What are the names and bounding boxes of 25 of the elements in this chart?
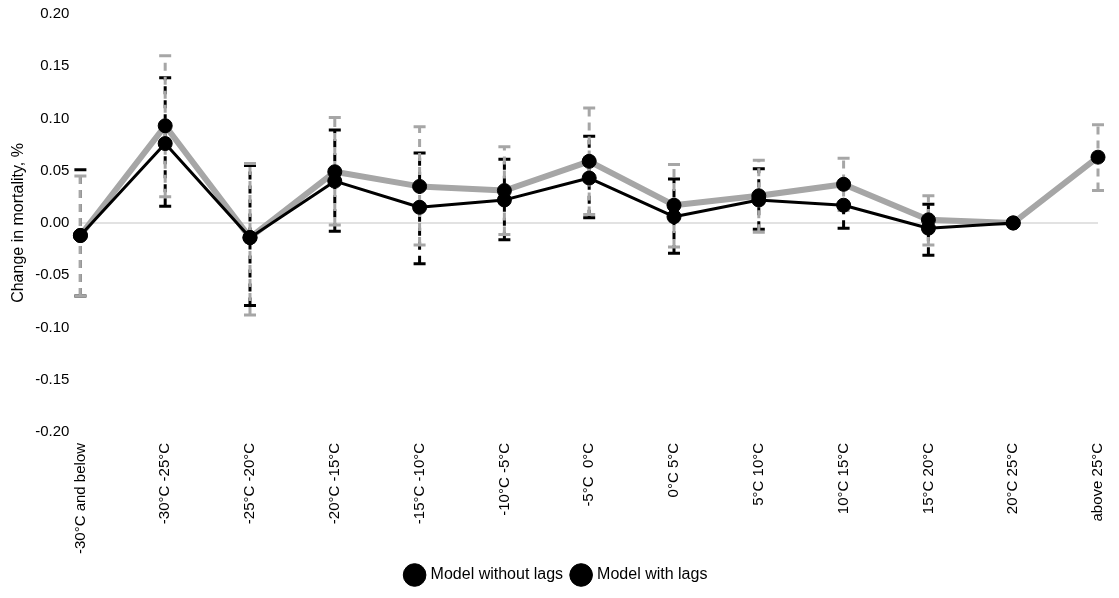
x-tick-label: -5°C 0°C: [579, 442, 597, 507]
x-tick-label: -20°C -15°C: [324, 442, 342, 525]
x-tick-label: 20°C 25°C: [1003, 442, 1021, 515]
x-tick-label: -10°C -5°C: [494, 442, 512, 516]
x-tick-label: 10°C 15°C: [833, 442, 851, 515]
x-tick-label: -30°C and below: [70, 442, 88, 555]
x-tick-label: 15°C 20°C: [918, 442, 936, 515]
x-tick-label: 0°C 5°C: [664, 442, 682, 498]
y-tick-label: 0.20: [40, 4, 70, 22]
legend-label: Model without lags: [430, 565, 564, 583]
x-tick-label: above 25°C: [1088, 442, 1106, 522]
x-tick-label: -30°C -25°C: [155, 442, 173, 525]
x-tick-label: 5°C 10°C: [748, 442, 766, 506]
y-tick-label: 0.00: [40, 213, 70, 231]
y-axis-title: Change in mortality, %: [9, 143, 27, 303]
y-tick-label: -0.15: [35, 369, 70, 387]
y-tick-label: -0.20: [35, 422, 70, 440]
x-tick-label: -25°C -20°C: [240, 442, 258, 525]
legend-label: Model with lags: [597, 565, 708, 583]
y-tick-label: 0.10: [40, 108, 70, 126]
y-tick-label: -0.10: [35, 317, 70, 335]
y-tick-label: 0.15: [40, 56, 70, 74]
x-tick-label: -15°C -10°C: [409, 442, 427, 525]
y-tick-label: -0.05: [35, 265, 70, 283]
y-tick-label: 0.05: [40, 160, 70, 178]
